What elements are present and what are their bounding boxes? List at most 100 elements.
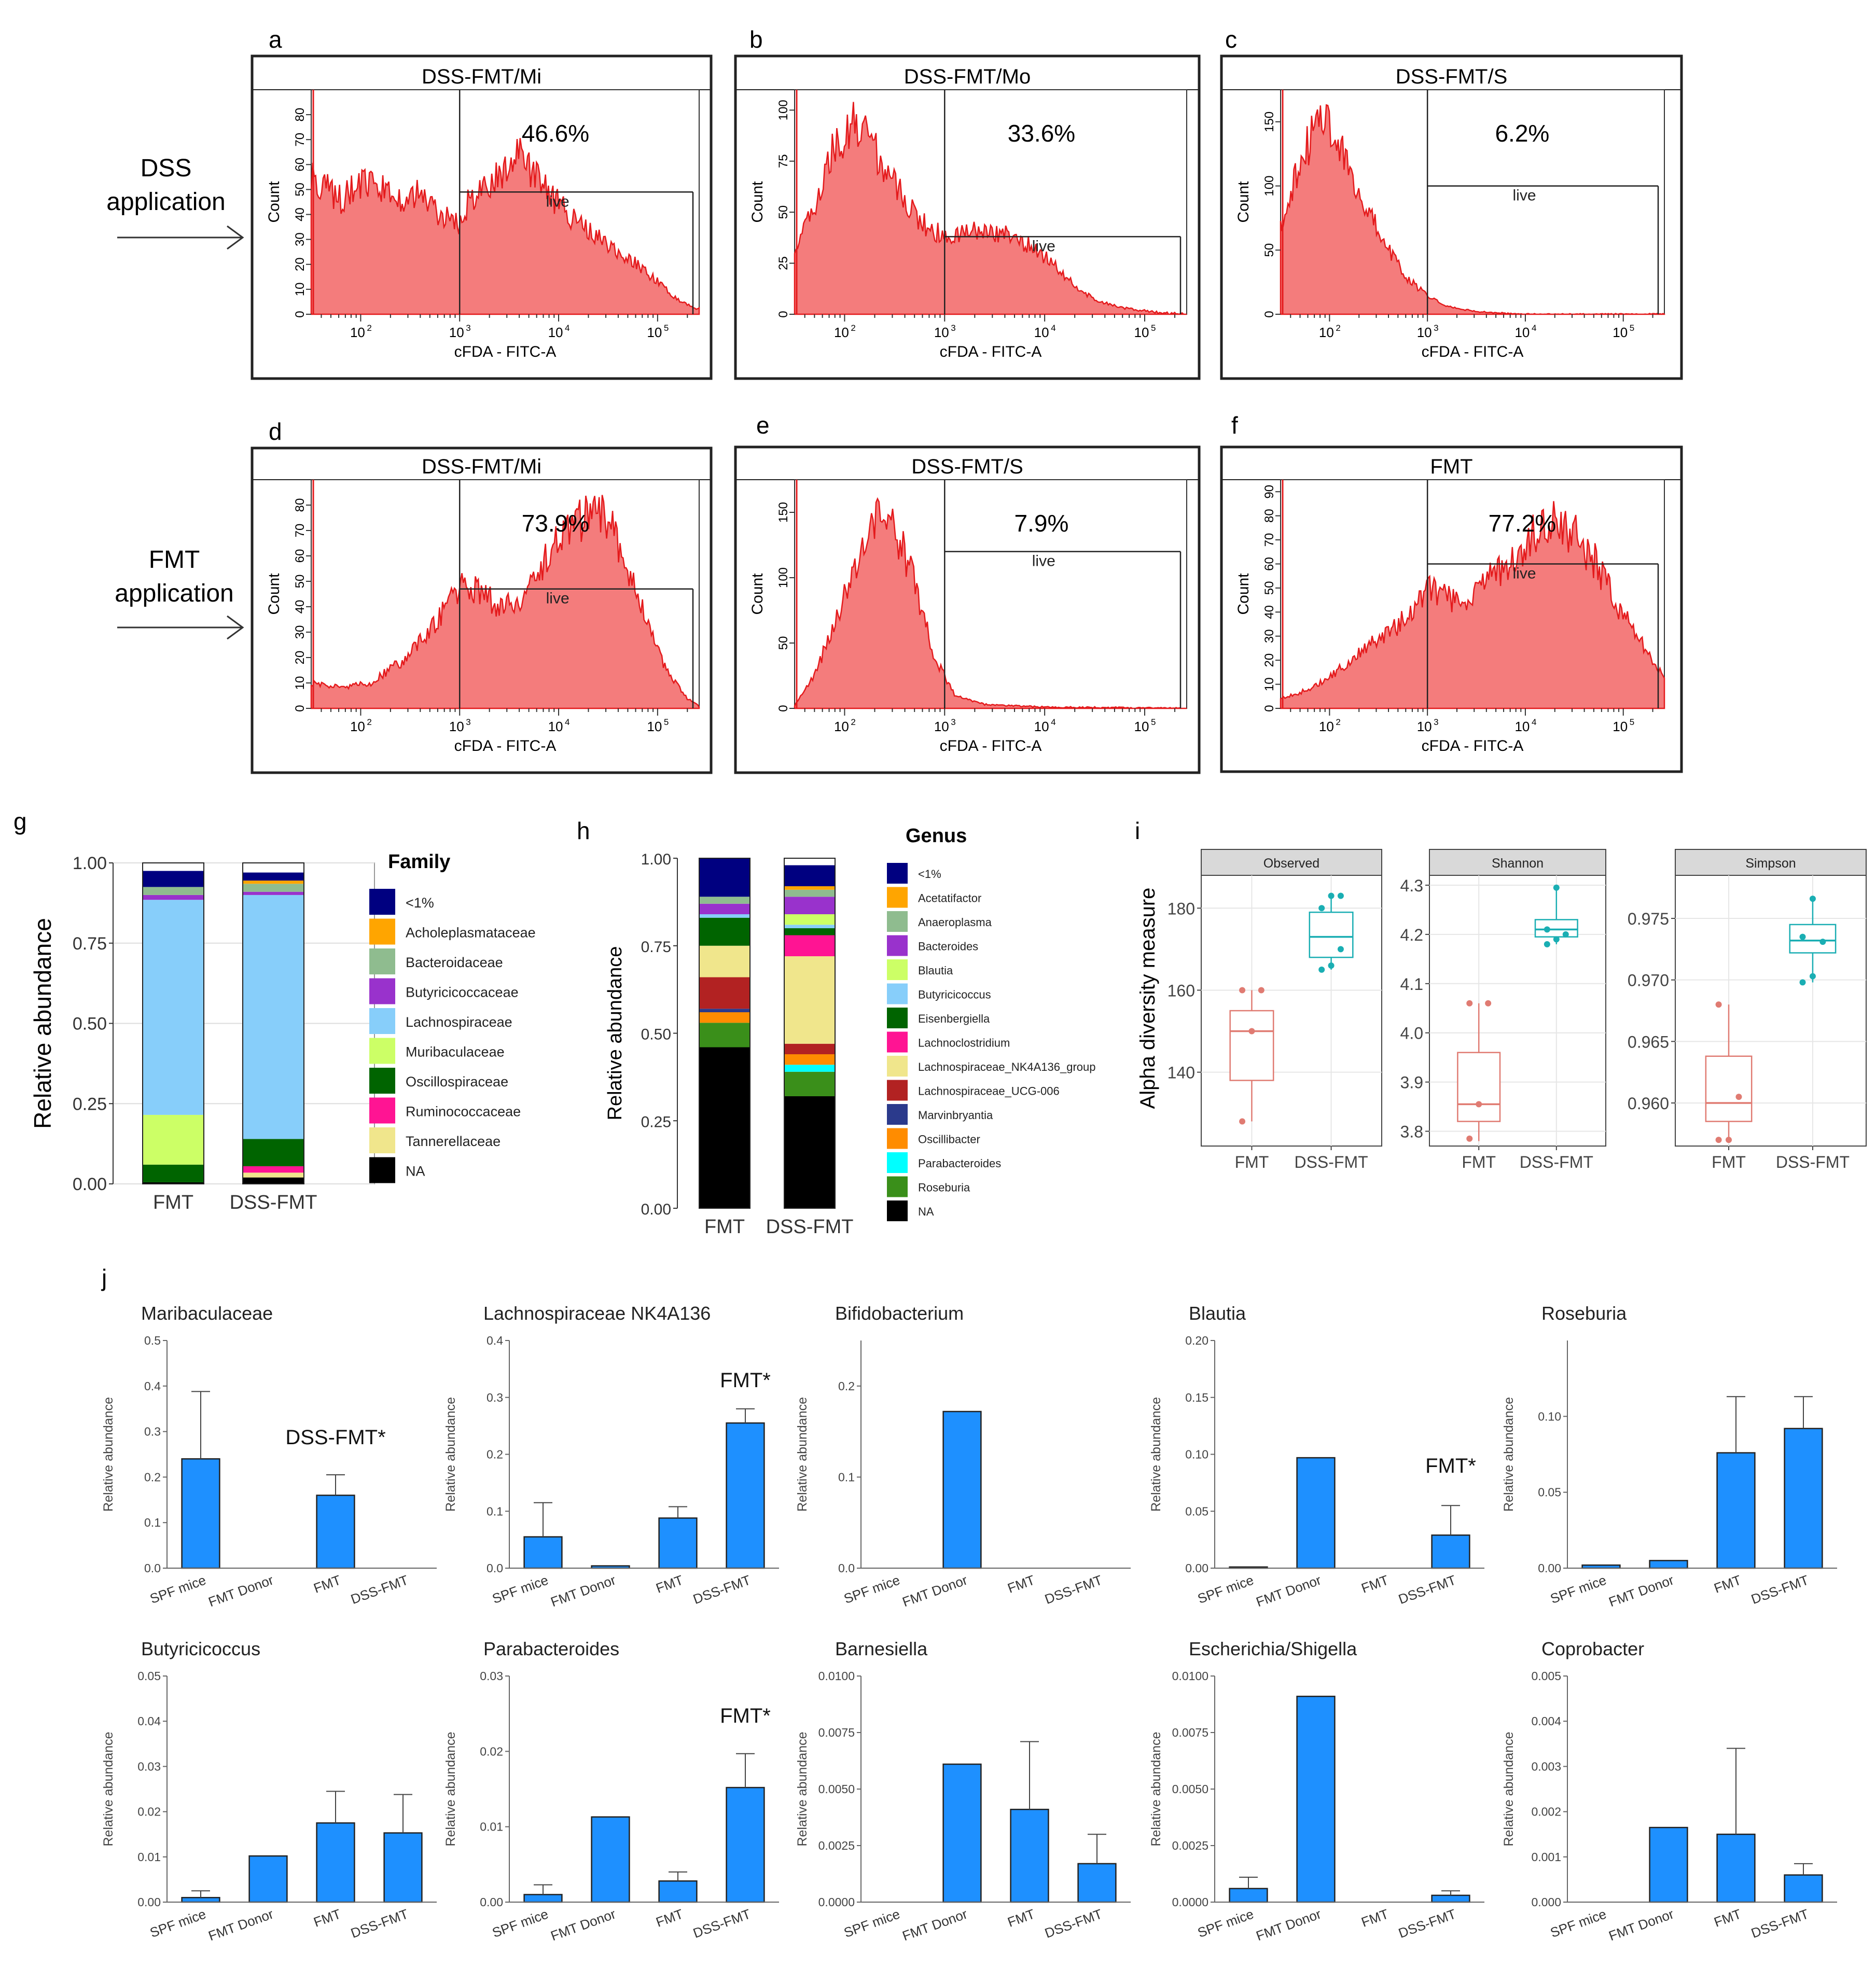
bar-panel-title: Barnesiella <box>835 1638 928 1659</box>
flow-y-tick-label: 10 <box>1262 677 1276 691</box>
stacked-bar-segment <box>784 1054 835 1065</box>
flow-x-tick-label: 10 <box>350 325 365 340</box>
flow-histogram <box>310 138 700 315</box>
flow-panel-a: DSS-FMT/Mi live 46.6% 0 10 20 30 40 50 60 70 80 Coun… <box>251 54 713 380</box>
alpha-box <box>1789 924 1837 954</box>
stacked-bar-segment <box>699 1047 750 1208</box>
bar-panel-6: Parabacteroides 0.00 0.01 0.02 0.03 Relative … <box>443 1638 779 1944</box>
stacked-bar-segment <box>784 1065 835 1072</box>
bar <box>248 1855 288 1903</box>
flow-x-tick-exp: 5 <box>664 323 669 333</box>
alpha-y-tick-label: 3.8 <box>1400 1123 1423 1141</box>
bar-y-tick-label: 0.1 <box>144 1516 161 1529</box>
bar-category-label: FMT <box>654 1906 686 1930</box>
flow-y-tick-label: 10 <box>293 676 307 690</box>
stacked-bar-segment <box>243 884 304 892</box>
bar-y-tick-label: 0.2 <box>487 1448 503 1461</box>
flow-x-tick-exp: 3 <box>951 323 955 333</box>
bar-panel-title: Parabacteroides <box>483 1638 619 1659</box>
stacked-bar-segment <box>243 1172 304 1178</box>
bar-y-label: Relative abundance <box>1502 1397 1516 1512</box>
bar-panel-0: Maribaculaceae 0.0 0.1 0.2 0.3 0.4 0.5 Relative… <box>101 1303 437 1610</box>
alpha-point <box>1715 1001 1722 1008</box>
legend-swatch <box>887 1056 908 1077</box>
bar-y-label: Relative abundance <box>101 1397 116 1512</box>
panel-letter-f: f <box>1231 412 1238 439</box>
flow-x-tick-label: 10 <box>647 719 662 734</box>
bar-panel-5: Butyricicoccus 0.00 0.01 0.02 0.03 0.04 0.05 Re… <box>101 1638 437 1944</box>
bar-category-label: FMT Donor <box>900 1906 970 1944</box>
alpha-facet-strip <box>1429 849 1606 876</box>
legend-swatch <box>369 978 395 1004</box>
bar-y-tick-label: 0.001 <box>1531 1850 1561 1864</box>
bar <box>1296 1695 1336 1903</box>
stacked-bar-outline <box>142 862 204 1184</box>
alpha-y-tick-label: 4.0 <box>1400 1024 1423 1043</box>
flow-panel-frame <box>1220 54 1683 380</box>
legend-entry: Tannerellaceae <box>406 1134 501 1149</box>
flow-x-tick-exp: 3 <box>466 717 470 727</box>
flow-y-tick-label: 75 <box>776 154 790 168</box>
bar-y-tick-label: 0.0 <box>144 1561 161 1575</box>
bar-panel-title: Blautia <box>1189 1303 1246 1324</box>
bar-y-tick-label: 0.10 <box>1185 1448 1208 1461</box>
bar-y-tick-label: 0.5 <box>144 1334 161 1347</box>
flow-x-tick-exp: 4 <box>1532 717 1536 727</box>
bar-category-label: FMT Donor <box>1607 1572 1676 1610</box>
stacked-bar-segment <box>699 917 750 946</box>
bar-y-tick-label: 0.00 <box>137 1895 161 1909</box>
flow-title: DSS-FMT/S <box>1396 65 1508 88</box>
bar-panel-title: Lachnospiraceae NK4A136 <box>483 1303 711 1324</box>
bar-category-label: DSS-FMT <box>349 1906 410 1941</box>
flow-y-tick-label: 50 <box>776 636 790 650</box>
stacked-bar-segment <box>699 945 750 977</box>
legend-entry: Anaeroplasma <box>918 916 992 929</box>
charts-layer: DSS-FMT/Milive46.6%01020304050607080Coun… <box>29 54 1867 1944</box>
flow-y-tick-label: 0 <box>776 705 790 711</box>
bar-y-label: Relative abundance <box>101 1732 116 1847</box>
bar <box>1431 1534 1470 1569</box>
bar-y-label: Relative abundance <box>795 1397 810 1512</box>
bar-y-tick-label: 0.0000 <box>1172 1895 1208 1909</box>
bar-y-tick-label: 0.0050 <box>1172 1782 1208 1796</box>
bar-y-label: Relative abundance <box>443 1732 458 1847</box>
bar <box>1784 1874 1823 1903</box>
stacked-bar-segment <box>699 1009 750 1012</box>
alpha-x-label: DSS-FMT <box>1294 1153 1368 1171</box>
flow-x-tick-exp: 3 <box>466 323 470 333</box>
bar-category-label: DSS-FMT <box>1043 1572 1104 1607</box>
alpha-x-label: DSS-FMT <box>1776 1153 1850 1171</box>
bar-y-tick-label: 0.0000 <box>818 1895 855 1909</box>
bar-y-tick-label: 0.00 <box>480 1895 503 1909</box>
stacked-chart-h: FMT DSS-FMT 0.00 0.25 0.50 0.75 1.00 Relative a… <box>604 825 1095 1238</box>
alpha-point <box>1328 892 1335 899</box>
flow-x-tick-exp: 2 <box>1336 717 1340 727</box>
bar-category-label: FMT Donor <box>549 1906 618 1944</box>
bar-y-tick-label: 0.10 <box>1538 1409 1561 1423</box>
bar <box>1229 1888 1268 1903</box>
row-arrowhead-fmt <box>227 615 244 640</box>
bar-category-label: SPF mice <box>1196 1572 1256 1607</box>
alpha-point <box>1544 941 1550 947</box>
stacked-bar-segment <box>243 881 304 884</box>
bar <box>1431 1894 1470 1903</box>
flow-x-tick-exp: 4 <box>1532 323 1536 333</box>
stacked-y-tick-label: 0.75 <box>641 939 671 956</box>
flow-y-tick-label: 80 <box>1262 509 1276 523</box>
bar-category-label: DSS-FMT <box>1396 1572 1458 1607</box>
flow-y-tick-label: 50 <box>1262 243 1276 257</box>
alpha-point <box>1337 892 1344 899</box>
stacked-bar-segment <box>243 1166 304 1173</box>
flow-y-tick-label: 20 <box>1262 653 1276 667</box>
flow-histogram <box>794 102 1187 315</box>
flow-x-tick-exp: 3 <box>1434 717 1438 727</box>
legend-title: Family <box>388 851 450 873</box>
alpha-y-tick-label: 0.960 <box>1628 1094 1669 1113</box>
stacked-bar-segment <box>784 886 835 890</box>
bar-category-label: SPF mice <box>1548 1572 1608 1607</box>
bar-y-tick-label: 0.03 <box>137 1759 161 1773</box>
stacked-bar-segment <box>784 1043 835 1054</box>
stacked-bar-segment <box>143 1114 204 1165</box>
bar-category-label: DSS-FMT <box>1749 1906 1811 1941</box>
